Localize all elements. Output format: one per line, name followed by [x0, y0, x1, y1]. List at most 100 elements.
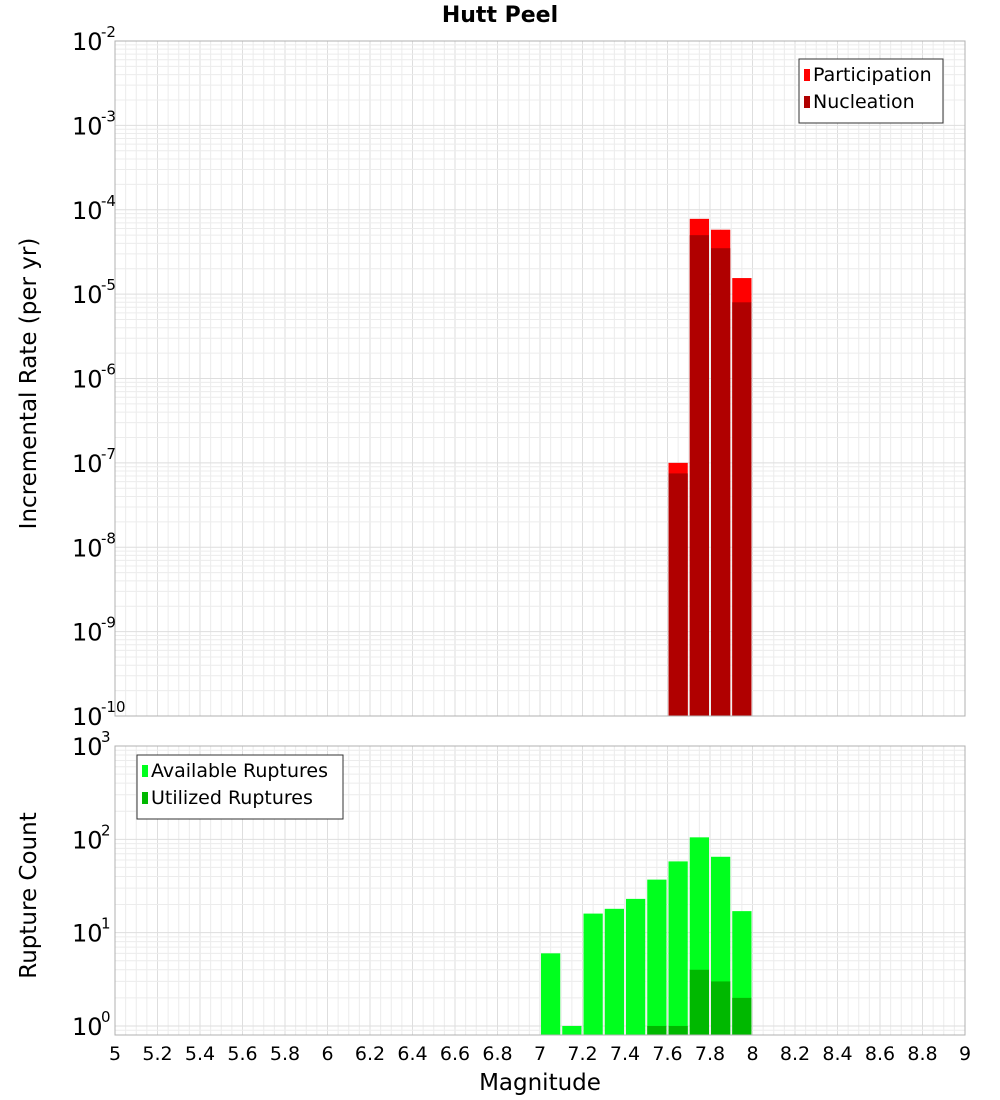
- bar-available-ruptures: [604, 908, 624, 1035]
- y-tick-base: 10: [72, 366, 103, 394]
- y-tick-exponent: 0: [101, 1008, 111, 1026]
- y-tick-label: 10-3: [72, 107, 116, 140]
- bar-nucleation: [711, 248, 731, 717]
- y-tick-exponent: -7: [101, 445, 116, 463]
- x-tick-label: 8.4: [822, 1043, 852, 1065]
- rate-panel-frame: [114, 40, 966, 717]
- y-tick-exponent: -6: [101, 361, 116, 379]
- count-legend: Available Ruptures Utilized Ruptures: [136, 754, 344, 820]
- y-tick-label: 10-4: [72, 192, 116, 225]
- y-tick-base: 10: [72, 826, 103, 854]
- legend-label: Utilized Ruptures: [151, 787, 313, 809]
- legend-box: [798, 58, 944, 124]
- bar-available-ruptures: [562, 1025, 582, 1035]
- legend-label: Nucleation: [813, 91, 915, 113]
- legend-swatch: [804, 69, 810, 81]
- x-tick-label: 6.8: [482, 1043, 512, 1065]
- rate-legend: Participation Nucleation: [798, 58, 944, 124]
- bar-available-ruptures: [647, 879, 667, 1035]
- y-tick-label: 100: [72, 1008, 111, 1041]
- legend-swatch: [142, 792, 148, 804]
- bar-nucleation: [689, 235, 709, 716]
- x-tick-label: 5.4: [185, 1043, 215, 1065]
- x-tick-label: 7.6: [652, 1043, 682, 1065]
- bar-available-ruptures: [668, 861, 688, 1035]
- x-tick-label: 8.8: [907, 1043, 937, 1065]
- x-tick-label: 6.2: [355, 1043, 385, 1065]
- y-tick-exponent: -4: [101, 192, 116, 210]
- y-tick-label: 10-10: [72, 698, 126, 731]
- x-tick-label: 8: [746, 1043, 758, 1065]
- rate-y-axis-title: Incremental Rate (per yr): [16, 238, 42, 530]
- y-tick-label: 10-5: [72, 276, 116, 309]
- chart-title: Hutt Peel: [442, 3, 558, 28]
- y-tick-base: 10: [72, 920, 103, 948]
- bar-utilized-ruptures: [732, 997, 752, 1035]
- x-tick-label: 9: [959, 1043, 971, 1065]
- x-tick-label: 5: [109, 1043, 121, 1065]
- y-tick-exponent: -8: [101, 529, 116, 547]
- bar-utilized-ruptures: [668, 1025, 688, 1035]
- x-axis-ticks: 5 5.2 5.4 5.6 5.8 6 6.2 6.4 6.6 6.8 7 7.2 7.4 7.6 7.8 8…: [109, 1043, 971, 1065]
- bar-utilized-ruptures: [689, 969, 709, 1035]
- y-tick-exponent: 3: [101, 728, 111, 746]
- count-panel-bars: [541, 837, 752, 1035]
- bar-nucleation: [732, 302, 752, 716]
- x-tick-label: 8.6: [865, 1043, 895, 1065]
- y-tick-base: 10: [72, 534, 103, 562]
- x-tick-label: 8.2: [780, 1043, 810, 1065]
- x-tick-label: 5.6: [227, 1043, 257, 1065]
- y-tick-base: 10: [72, 619, 103, 647]
- y-tick-label: 10-9: [72, 614, 116, 647]
- y-tick-label: 10-2: [72, 23, 116, 56]
- y-tick-label: 101: [72, 915, 111, 948]
- y-tick-label: 10-7: [72, 445, 116, 478]
- legend-label: Participation: [813, 64, 932, 86]
- bar-utilized-ruptures: [647, 1025, 667, 1035]
- y-tick-base: 10: [72, 450, 103, 478]
- y-tick-base: 10: [72, 28, 103, 56]
- legend-label: Available Ruptures: [151, 760, 328, 782]
- x-tick-label: 7.4: [610, 1043, 640, 1065]
- x-tick-label: 5.2: [142, 1043, 172, 1065]
- y-tick-base: 10: [72, 703, 103, 731]
- count-y-axis-title: Rupture Count: [16, 812, 42, 978]
- legend-box: [136, 754, 344, 820]
- rate-panel-bars: [668, 218, 752, 717]
- bar-available-ruptures: [583, 913, 603, 1035]
- y-tick-exponent: -10: [101, 698, 126, 716]
- x-tick-label: 7.2: [567, 1043, 597, 1065]
- x-axis-title: Magnitude: [479, 1070, 601, 1096]
- y-tick-label: 10-6: [72, 361, 116, 394]
- x-tick-label: 7.8: [695, 1043, 725, 1065]
- y-tick-base: 10: [72, 281, 103, 309]
- y-tick-base: 10: [72, 733, 103, 761]
- x-tick-label: 7: [534, 1043, 546, 1065]
- legend-swatch: [142, 765, 148, 777]
- y-tick-exponent: -3: [101, 107, 116, 125]
- x-tick-label: 6.4: [397, 1043, 427, 1065]
- y-tick-label: 10-8: [72, 529, 116, 562]
- bar-nucleation: [668, 473, 688, 716]
- y-tick-exponent: -2: [101, 23, 116, 41]
- y-tick-base: 10: [72, 112, 103, 140]
- x-tick-label: 6.6: [440, 1043, 470, 1065]
- x-tick-label: 5.8: [270, 1043, 300, 1065]
- y-tick-base: 10: [72, 1013, 103, 1041]
- y-tick-exponent: -9: [101, 614, 116, 632]
- y-tick-exponent: 2: [101, 821, 111, 839]
- bar-available-ruptures: [626, 898, 646, 1035]
- y-tick-exponent: -5: [101, 276, 116, 294]
- legend-swatch: [804, 96, 810, 108]
- y-tick-exponent: 1: [101, 915, 111, 933]
- x-tick-label: 6: [321, 1043, 333, 1065]
- y-tick-label: 103: [72, 728, 111, 761]
- bar-utilized-ruptures: [711, 981, 731, 1035]
- bar-available-ruptures: [541, 953, 561, 1035]
- y-tick-base: 10: [72, 197, 103, 225]
